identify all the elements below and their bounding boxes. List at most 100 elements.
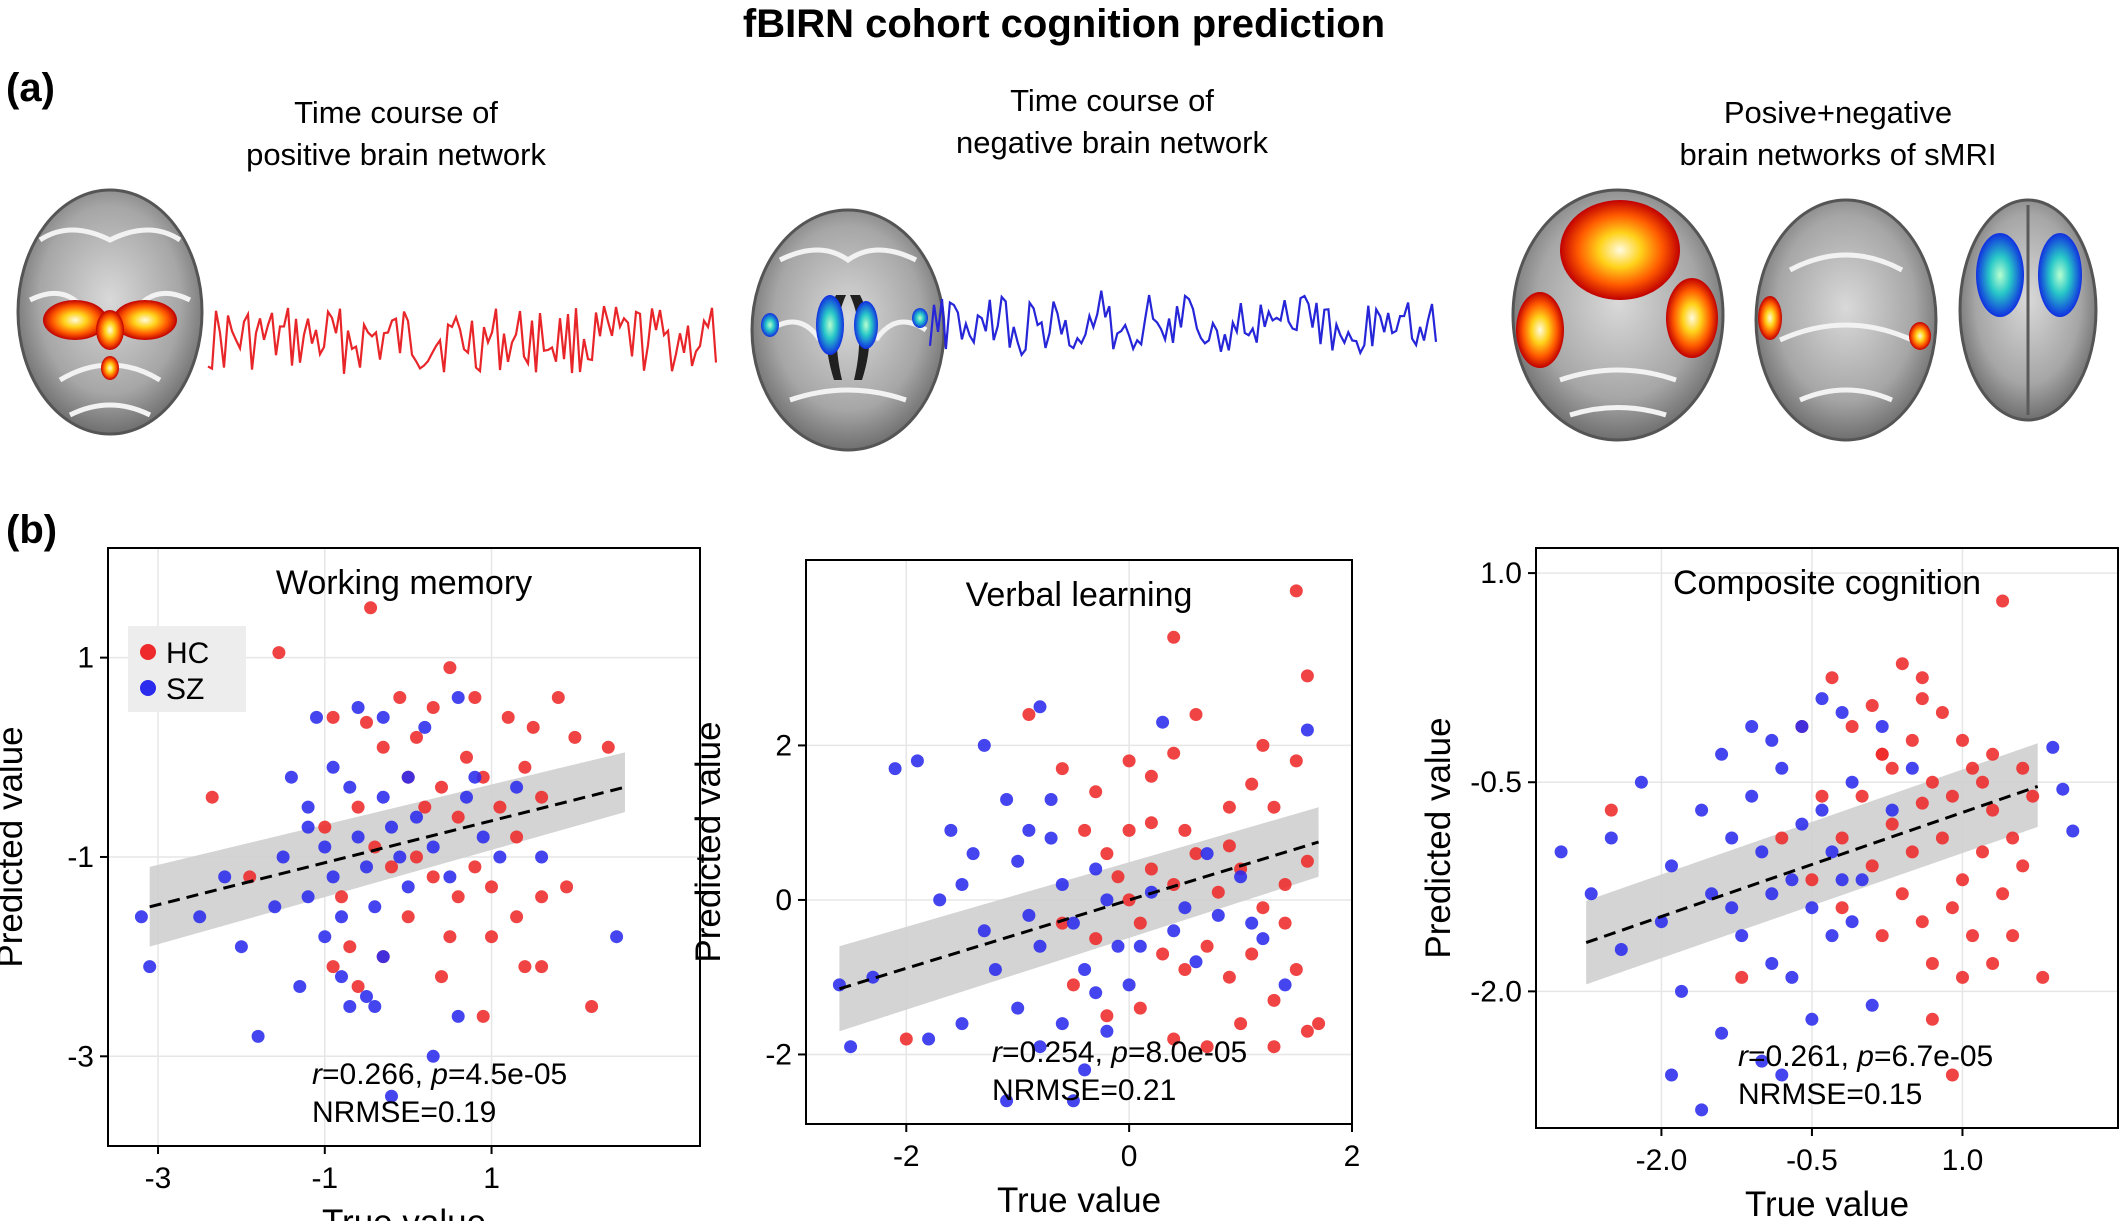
data-point-sz [351,830,365,844]
data-point-hc [426,870,440,884]
data-point-sz [1755,1054,1769,1068]
data-point-hc [1986,747,2000,761]
legend-label-hc: HC [166,637,209,670]
data-point-sz [451,1009,465,1023]
x-tick-label: -1 [311,1162,338,1195]
data-point-hc [1256,901,1270,915]
data-point-hc [601,740,615,754]
data-point-hc [1956,970,1969,984]
x-tick-label: 1 [483,1162,500,1195]
data-point-hc [1089,785,1103,799]
data-point-sz [1078,963,1092,976]
data-point-hc [1945,789,1959,803]
data-point-hc [351,980,365,993]
panel-a-label: (a) [6,66,55,110]
y-tick-label: -1 [67,841,94,874]
data-point-sz [1905,761,1919,775]
data-point-hc [1144,816,1158,830]
data-point-sz [610,930,624,944]
data-point-hc [1066,978,1080,992]
data-point-sz [1011,1001,1025,1015]
data-point-hc [351,800,365,814]
data-point-hc [560,880,574,894]
data-point-sz [1178,901,1192,915]
data-point-hc [1144,862,1158,876]
data-point-hc [510,830,524,844]
plot-frame [107,547,701,1147]
data-point-hc [1966,761,1979,775]
negative-network-timecourse [928,290,1438,358]
data-point-sz [966,847,980,861]
data-point-sz [376,950,390,964]
data-point-sz [1775,761,1789,775]
data-point-sz [360,990,373,1003]
x-tick-label: 0 [1121,1140,1138,1173]
data-point-sz [1765,957,1779,970]
data-point-sz [410,810,423,824]
data-point-hc [451,890,465,904]
data-point-hc [1267,993,1281,1007]
data-point-hc [1289,754,1303,768]
points-group [1554,594,2080,1117]
data-point-sz [1211,908,1225,922]
data-point-sz [1100,1024,1114,1038]
data-point-hc [1976,775,1989,789]
data-point-sz [1089,862,1103,876]
data-point-hc [1245,947,1259,961]
data-point-sz [335,970,348,984]
data-point-sz [1066,916,1080,930]
y-axis-label: Predicted value [689,721,728,962]
data-point-hc [1156,947,1170,961]
data-point-sz [351,701,365,714]
data-point-hc [1855,789,1869,803]
x-tick-label: -3 [145,1162,172,1195]
x-tick-label: -0.5 [1786,1144,1838,1177]
data-point-hc [1133,916,1147,930]
data-point-sz [1256,932,1270,946]
data-point-hc [1234,1017,1248,1031]
data-point-hc [1111,870,1125,884]
legend-box [128,626,246,712]
data-point-hc [1122,754,1136,768]
data-point-sz [977,924,991,938]
data-point-sz [1011,854,1025,868]
data-point-sz [443,870,457,884]
data-point-hc [393,691,407,704]
data-point-sz [284,770,298,784]
data-point-sz [1584,887,1598,901]
chart-1: -3 -1 1 1 -1 -3 True value Predicted value Worki… [0,547,701,1221]
data-point-hc [585,1000,599,1013]
data-point-hc [1089,932,1103,946]
data-point-hc [501,710,515,724]
data-point-sz [1189,955,1203,969]
data-point-sz [1665,859,1678,873]
data-point-sz [1554,845,1568,859]
data-point-hc [1267,800,1281,814]
points-group [832,584,1326,1108]
data-point-hc [343,940,357,954]
data-point-sz [385,1089,398,1103]
data-point-sz [2046,740,2060,754]
smri-brain-image-1 [1511,188,1725,442]
data-point-sz [1156,715,1170,729]
data-point-sz [385,820,398,834]
data-point-sz [1022,908,1036,922]
data-point-sz [310,710,323,724]
data-point-sz [1725,831,1739,845]
data-point-sz [1835,706,1849,719]
data-point-hc [1133,1001,1147,1015]
data-point-hc [410,850,423,864]
data-point-hc [418,800,432,814]
data-point-hc [518,760,532,774]
data-point-hc [535,890,549,904]
data-point-hc [1267,1040,1281,1054]
data-point-sz [1022,823,1036,837]
data-point-hc [2006,831,2020,845]
data-point-sz [234,940,248,954]
data-point-hc [1245,777,1259,791]
data-point-hc [493,800,507,814]
confidence-band [839,807,1319,1032]
legend-marker-sz [140,680,156,696]
data-point-sz [426,1049,440,1063]
